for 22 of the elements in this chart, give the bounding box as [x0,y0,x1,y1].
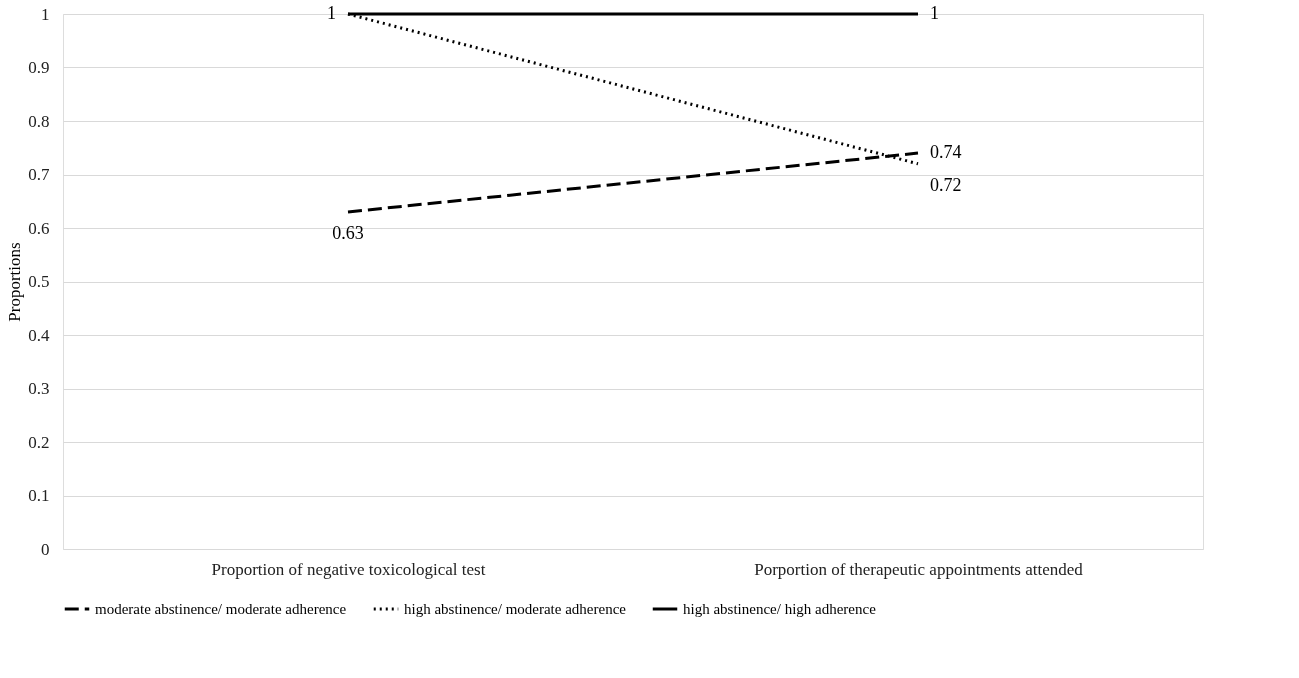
data-label: 1 [327,3,336,23]
y-tick-label: 0.6 [28,218,50,238]
data-label: 0.74 [930,142,962,163]
x-tick-label: Proportion of negative toxicological test [211,559,486,579]
y-tick-label: 0 [41,539,50,559]
y-tick-label: 1 [41,4,50,24]
y-tick-label: 0.1 [28,486,50,505]
legend-label: high abstinence/ high adherence [683,601,877,617]
y-tick-label: 0.8 [28,111,50,131]
y-tick-label: 0.2 [28,432,50,452]
data-label: 0.63 [332,222,364,243]
y-tick-label: 0.3 [28,379,50,398]
y-tick-label: 0.7 [28,165,50,184]
y-axis-title: Proportions [5,242,25,322]
y-tick-label: 0.5 [28,272,50,291]
legend-label: moderate abstinence/ moderate adherence [95,601,347,617]
data-label: 0.72 [930,174,962,195]
y-tick-label: 0.4 [28,325,50,345]
legend-label: high abstinence/ moderate adherence [404,601,627,617]
data-label: 1 [930,3,939,23]
x-tick-label: Porportion of therapeutic appointments attended [754,559,1084,579]
y-tick-label: 0.9 [28,58,50,77]
